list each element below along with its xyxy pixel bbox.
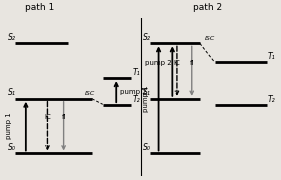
Text: T₁: T₁ [132, 68, 140, 77]
Text: S₁: S₁ [143, 88, 151, 97]
Text: ISC: ISC [205, 36, 216, 41]
Text: pump 2: pump 2 [145, 60, 172, 66]
Text: pump 2: pump 2 [120, 89, 147, 95]
Text: T₂: T₂ [268, 94, 275, 103]
Text: path 2: path 2 [193, 3, 223, 12]
Text: pump 1: pump 1 [6, 113, 12, 140]
Text: pump 1: pump 1 [143, 85, 149, 112]
Text: S₂: S₂ [143, 33, 151, 42]
Text: S₀: S₀ [143, 143, 151, 152]
Text: ISC: ISC [85, 91, 96, 96]
Text: S₁: S₁ [8, 88, 16, 97]
Text: IC: IC [174, 60, 180, 66]
Text: T₂: T₂ [132, 94, 140, 103]
Text: T₁: T₁ [268, 52, 275, 61]
Text: fl: fl [61, 114, 66, 120]
Text: IC: IC [44, 114, 51, 120]
Text: fl: fl [189, 60, 194, 66]
Text: S₀: S₀ [8, 143, 16, 152]
Text: path 1: path 1 [25, 3, 54, 12]
Text: S₂: S₂ [8, 33, 16, 42]
